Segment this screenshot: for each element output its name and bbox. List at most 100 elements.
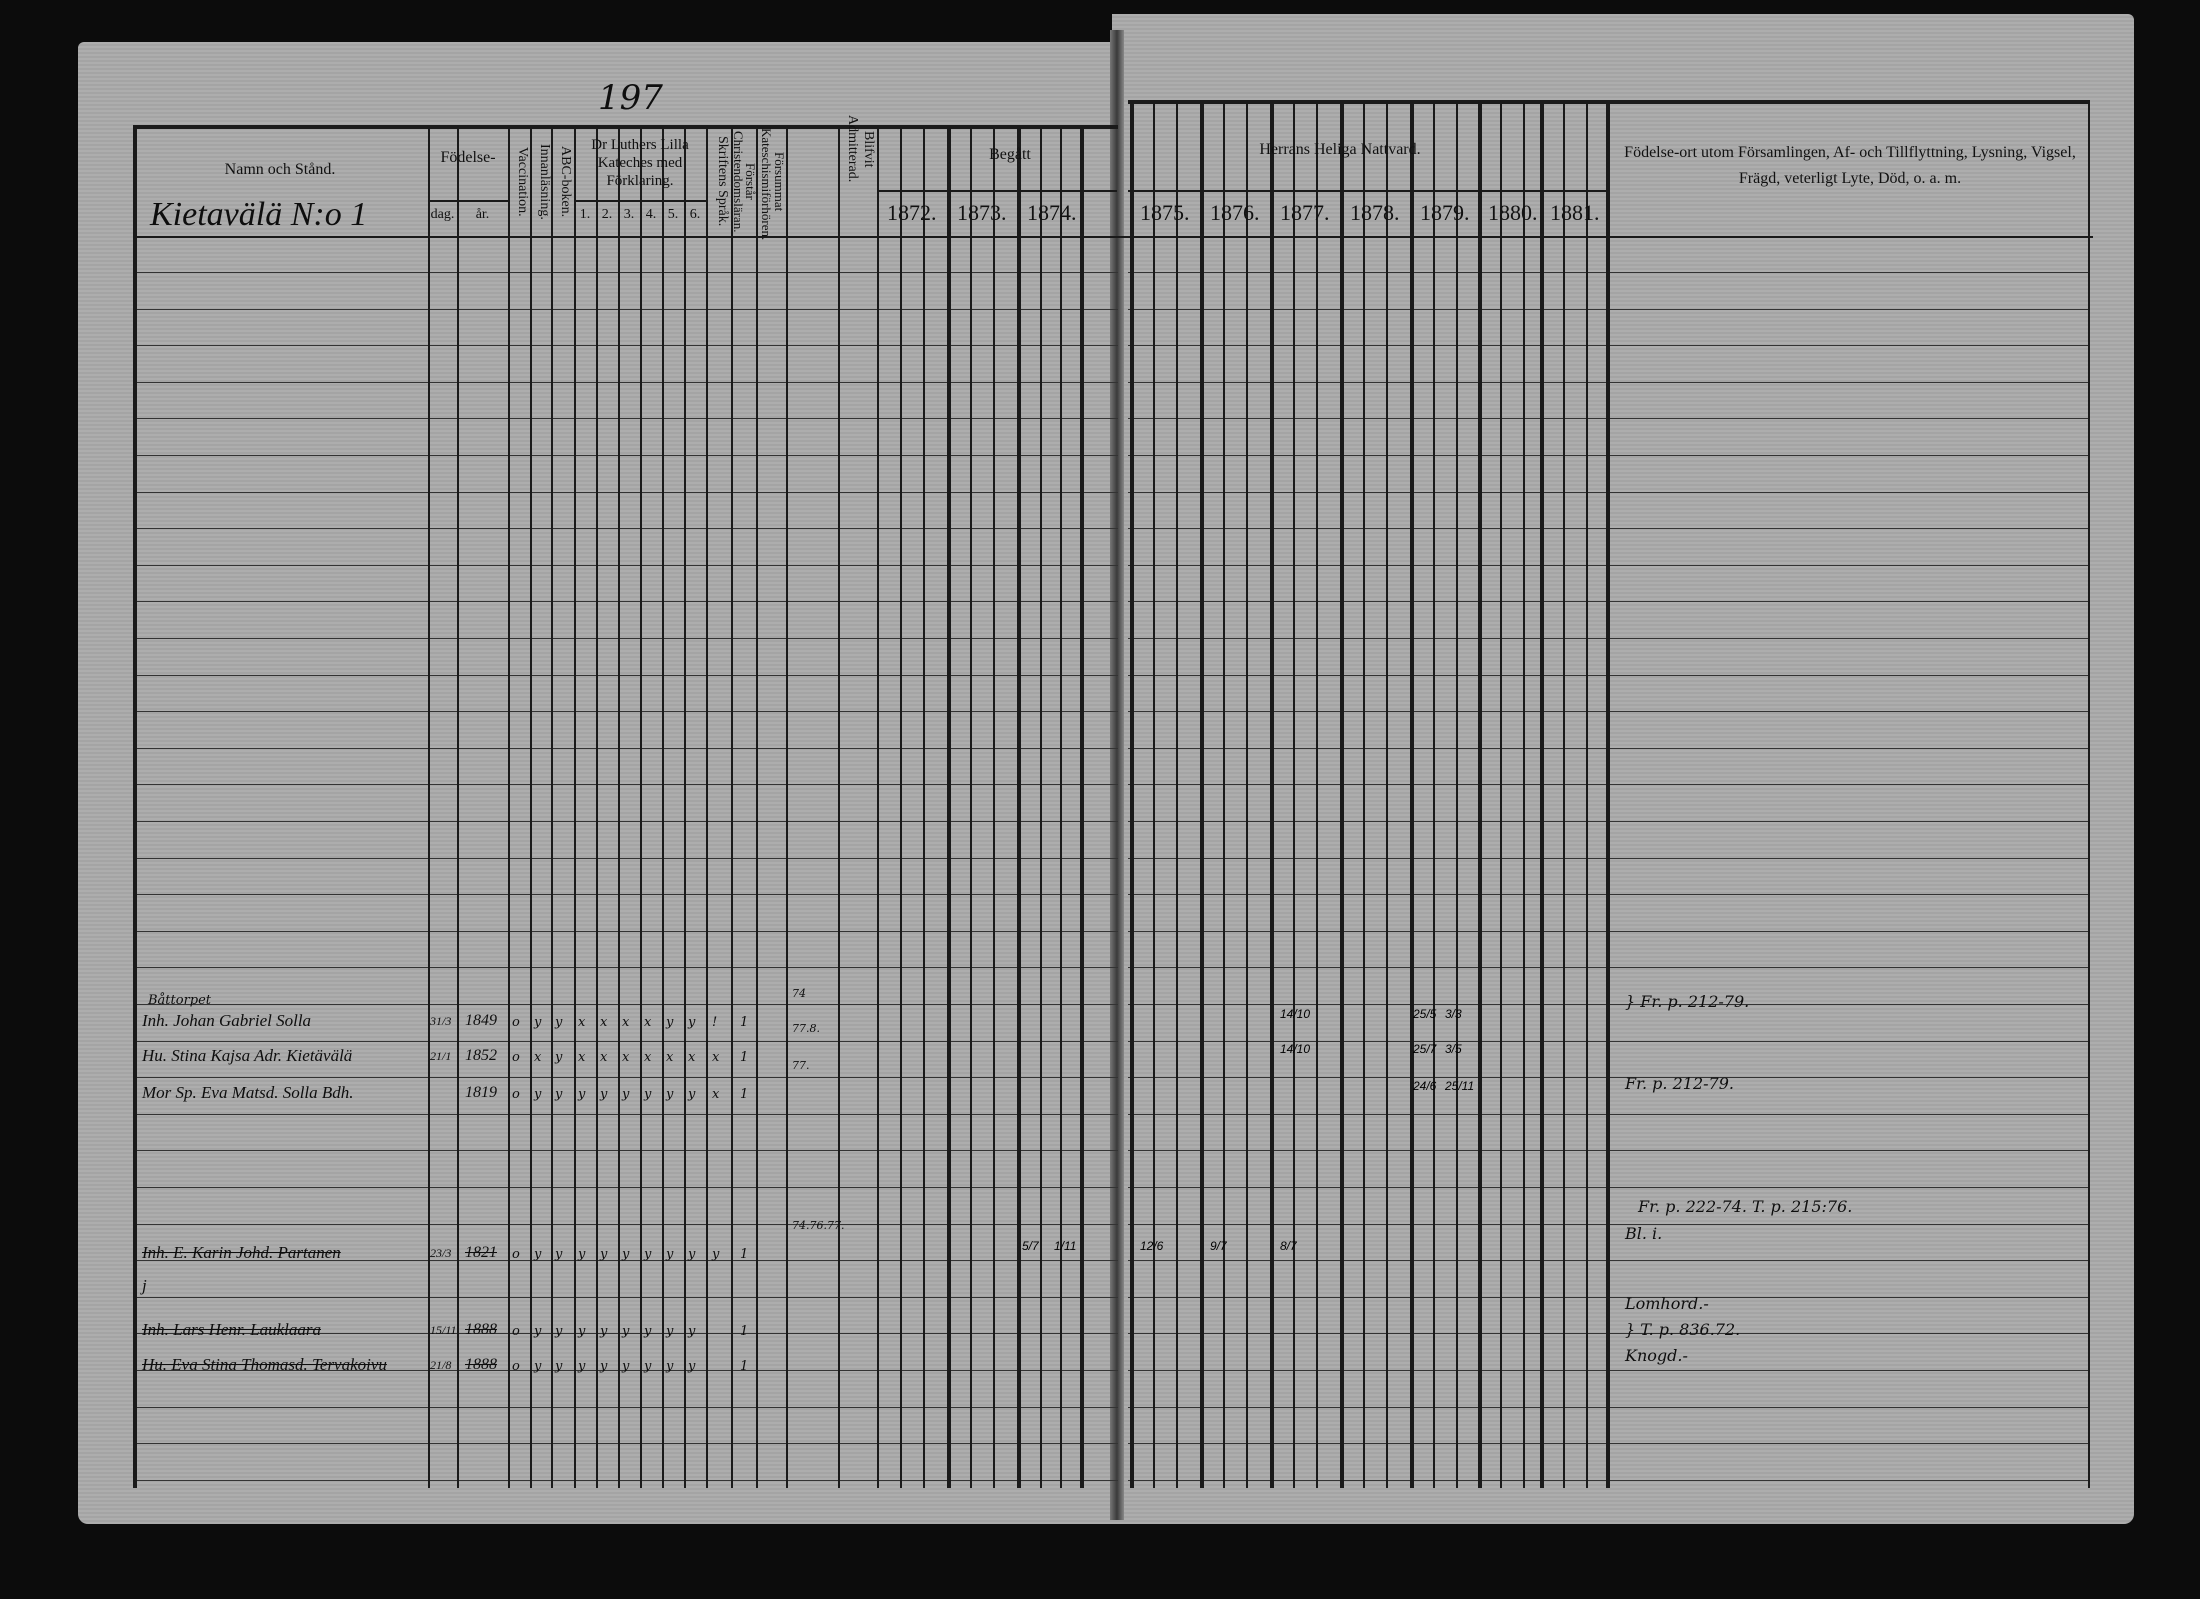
note-entry: } Fr. p. 212-79. (1625, 992, 1750, 1011)
column-rule (1223, 100, 1225, 1488)
ruled-line (133, 565, 1118, 566)
entry-mark: y (555, 1050, 563, 1065)
column-rule (1293, 100, 1295, 1488)
communion-date: 5/7 (1022, 1239, 1039, 1253)
column-rule (970, 125, 972, 1488)
column-rule (508, 125, 510, 1488)
entry-birth-year: 1849 (465, 1012, 497, 1029)
entry-mark: x (666, 1050, 674, 1065)
ruled-line (133, 967, 1118, 968)
entry-birth-day: 23/3 (430, 1246, 452, 1260)
column-rule (662, 125, 664, 1488)
column-rule-thick (1606, 100, 1610, 1488)
entry-mark: y (622, 1247, 630, 1262)
book-gutter (1110, 30, 1124, 1520)
column-rule (684, 125, 686, 1488)
column-rule (706, 125, 708, 1488)
header-luther: Dr Luthers Lilla Kateches med Förklaring… (591, 137, 689, 189)
column-rule (838, 125, 840, 1488)
entry-birth-year: 1821 (465, 1244, 497, 1261)
entry-missed: 74.76.77. (792, 1219, 845, 1232)
column-rule (457, 125, 459, 1488)
sub-rule (1128, 190, 1606, 192)
entry-missed: 77. (792, 1059, 810, 1072)
column-rule (551, 125, 553, 1488)
entry-understands: 1 (740, 1247, 749, 1262)
column-rule-thick (1200, 100, 1204, 1488)
communion-year-label: 1878. (1350, 200, 1400, 225)
column-rule (1456, 100, 1458, 1488)
ruled-line (133, 1260, 1118, 1261)
village-heading: Kietavälä N:o 1 (150, 196, 368, 233)
header-vaccination: Vaccination. (515, 147, 530, 217)
entry-mark: x (688, 1050, 696, 1065)
column-rule (640, 125, 642, 1488)
header-begatt: Begått (989, 146, 1031, 163)
communion-date: 25/11 (1445, 1079, 1475, 1093)
entry-mark: x (600, 1050, 608, 1065)
entry-mark: x (622, 1015, 630, 1030)
ruled-line (133, 675, 1118, 676)
entry-birth-day: 21/1 (430, 1049, 452, 1063)
entry-understands: 1 (740, 1050, 749, 1065)
communion-date: 24/6 (1413, 1079, 1437, 1093)
note-entry: Fr. p. 212-79. (1625, 1074, 1734, 1093)
ruled-line (133, 1114, 1118, 1115)
entry-mark: y (600, 1359, 608, 1374)
column-rule (1040, 125, 1042, 1488)
header-scripture: Skriftens Språk. (715, 136, 730, 227)
entry-mark: y (688, 1087, 696, 1102)
column-rule (1523, 100, 1525, 1488)
entry-mark: o (512, 1050, 520, 1065)
entry-mark: y (534, 1324, 542, 1339)
entry-mark: y (666, 1324, 674, 1339)
entry-mark: y (534, 1015, 542, 1030)
entry-mark: x (712, 1050, 720, 1065)
communion-year-label: 1881. (1550, 200, 1600, 225)
communion-date: 3/5 (1445, 1042, 1462, 1056)
entry-mark: y (555, 1359, 563, 1374)
entry-mark: y (578, 1359, 586, 1374)
entry-mark: y (534, 1247, 542, 1262)
entry-mark: y (644, 1324, 652, 1339)
column-rule (530, 125, 532, 1488)
ruled-line (133, 345, 1118, 346)
luther-part-label: 5. (667, 207, 679, 222)
column-rule-thick (1540, 100, 1544, 1488)
entry-mark: x (622, 1050, 630, 1065)
ruled-line (133, 418, 1118, 419)
ruled-line (133, 858, 1118, 859)
note-entry: Bl. i. (1625, 1224, 1663, 1243)
column-rule-thick (1017, 125, 1021, 1488)
column-rule-thick (1130, 100, 1134, 1488)
entry-name: Inh. Lars Henr. Lauklaara (142, 1320, 321, 1339)
ruled-line (133, 528, 1118, 529)
entry-mark: x (644, 1015, 652, 1030)
header-understands: Förstår Christendomsläran. (731, 130, 758, 233)
header-top-rule (133, 125, 1118, 129)
ruled-line (133, 309, 1118, 310)
ruled-line (133, 1297, 1118, 1298)
entry-mark: y (555, 1015, 563, 1030)
column-rule (1500, 100, 1502, 1488)
column-rule-thick (133, 125, 137, 1488)
communion-date: 3/3 (1445, 1007, 1462, 1021)
ruled-line (133, 931, 1118, 932)
ruled-line (133, 272, 1118, 273)
ruled-line (133, 1004, 1118, 1005)
entry-name: j (142, 1276, 147, 1295)
entry-mark: y (688, 1247, 696, 1262)
entry-mark: y (688, 1324, 696, 1339)
entry-understands: 1 (740, 1324, 749, 1339)
header-admitted: Blifvit Admitterad. (845, 115, 876, 183)
communion-year-label: 1880. (1488, 200, 1538, 225)
entry-mark: y (644, 1247, 652, 1262)
entry-mark: y (578, 1324, 586, 1339)
luther-part-label: 1. (579, 207, 591, 222)
entry-mark: y (644, 1359, 652, 1374)
column-rule (1433, 100, 1435, 1488)
luther-part-label: 3. (623, 207, 635, 222)
page-number: 197 (598, 78, 663, 118)
entry-mark: y (666, 1247, 674, 1262)
ruled-line (133, 784, 1118, 785)
